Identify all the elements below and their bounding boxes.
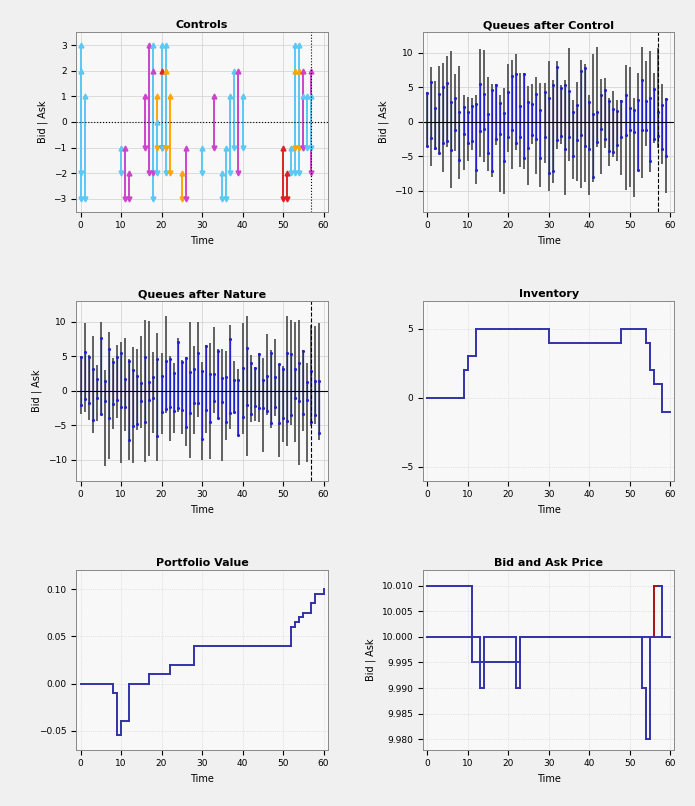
Title: Controls: Controls <box>176 20 228 30</box>
X-axis label: Time: Time <box>190 774 214 784</box>
Y-axis label: Bid | Ask: Bid | Ask <box>38 101 48 143</box>
Title: Inventory: Inventory <box>518 289 579 299</box>
Y-axis label: Bid | Ask: Bid | Ask <box>366 638 376 681</box>
X-axis label: Time: Time <box>537 774 561 784</box>
Y-axis label: Bid | Ask: Bid | Ask <box>378 101 389 143</box>
Title: Queues after Control: Queues after Control <box>483 20 614 30</box>
X-axis label: Time: Time <box>190 236 214 246</box>
Title: Portfolio Value: Portfolio Value <box>156 558 248 568</box>
Y-axis label: Bid | Ask: Bid | Ask <box>32 370 42 412</box>
X-axis label: Time: Time <box>190 505 214 515</box>
Title: Bid and Ask Price: Bid and Ask Price <box>494 558 603 568</box>
X-axis label: Time: Time <box>537 236 561 246</box>
X-axis label: Time: Time <box>537 505 561 515</box>
Title: Queues after Nature: Queues after Nature <box>138 289 266 299</box>
